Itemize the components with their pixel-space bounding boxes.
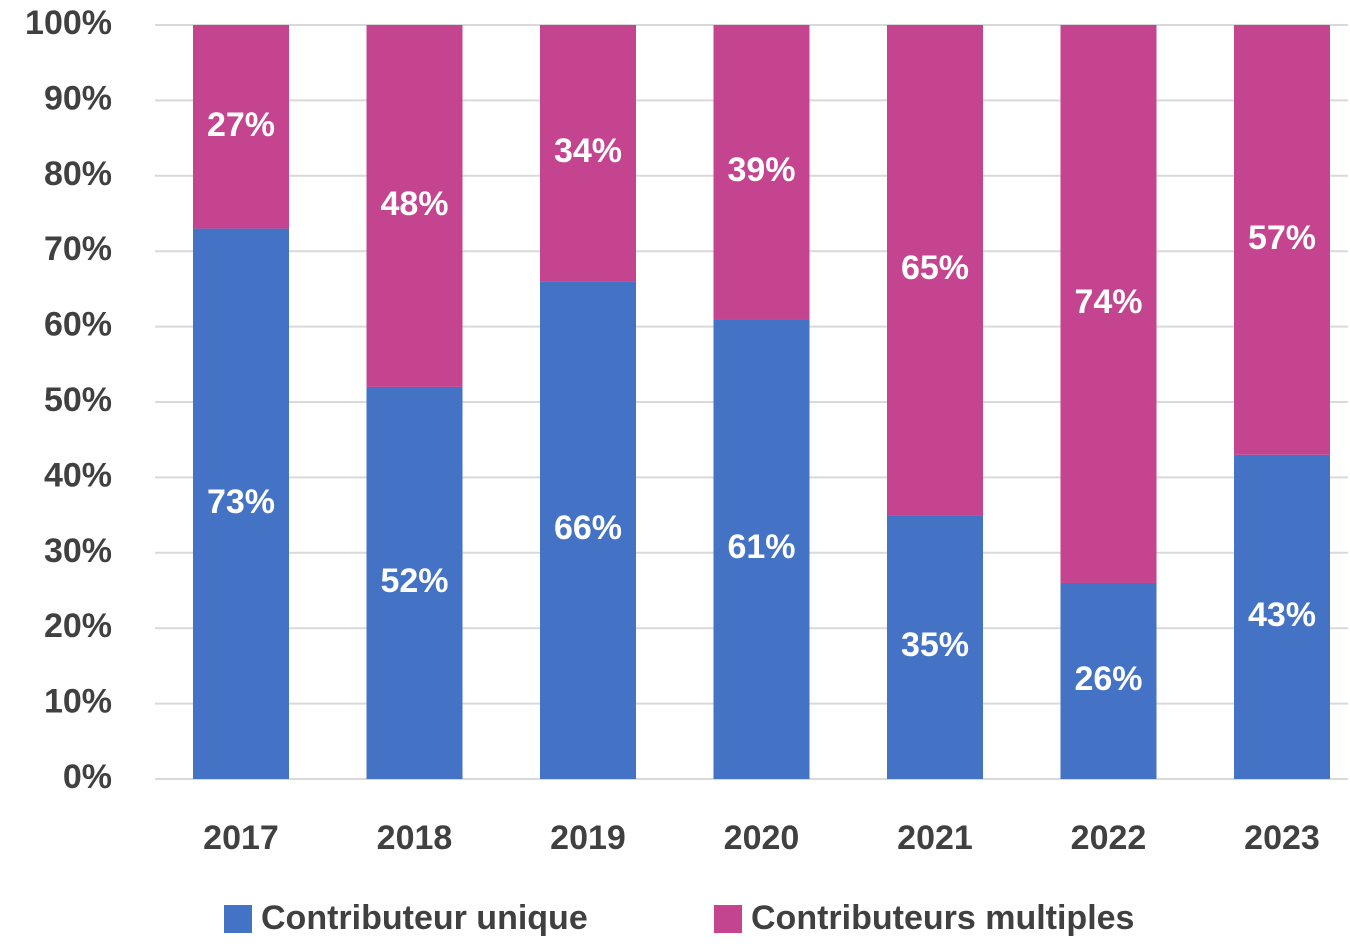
- legend-swatch: [224, 905, 252, 933]
- bar-segment: [1234, 25, 1330, 455]
- bar-segment: [1060, 25, 1157, 583]
- data-label: 52%: [380, 562, 448, 600]
- data-label: 61%: [727, 528, 795, 566]
- data-label: 66%: [554, 509, 622, 547]
- y-tick-label: 40%: [44, 456, 112, 494]
- x-tick-label: 2020: [724, 819, 800, 857]
- data-label: 34%: [554, 132, 622, 170]
- y-tick-label: 60%: [44, 306, 112, 344]
- legend-swatch: [714, 905, 742, 933]
- bar-segment: [193, 25, 289, 229]
- x-tick-label: 2018: [377, 819, 453, 857]
- y-tick-label: 30%: [44, 532, 112, 570]
- bar-segment: [1060, 582, 1157, 779]
- data-label: 65%: [901, 249, 969, 287]
- bar-segment: [540, 281, 636, 779]
- x-tick-label: 2021: [897, 819, 973, 857]
- x-tick-label: 2017: [203, 819, 279, 857]
- y-tick-label: 70%: [44, 230, 112, 268]
- data-label: 57%: [1248, 219, 1316, 257]
- y-tick-label: 10%: [44, 683, 112, 721]
- x-tick-label: 2019: [550, 819, 626, 857]
- data-label: 39%: [727, 151, 795, 189]
- y-tick-label: 90%: [44, 79, 112, 117]
- data-label: 26%: [1074, 660, 1142, 698]
- x-tick-label: 2023: [1244, 819, 1320, 857]
- bar-segment: [540, 25, 636, 282]
- y-tick-label: 20%: [44, 607, 112, 645]
- data-label: 48%: [380, 185, 448, 223]
- data-label: 27%: [207, 106, 275, 144]
- bar-segment: [713, 319, 810, 779]
- bar-segment: [366, 25, 463, 387]
- y-tick-label: 0%: [63, 758, 112, 796]
- y-tick-label: 100%: [25, 4, 112, 42]
- data-label: 73%: [207, 483, 275, 521]
- data-label: 43%: [1248, 596, 1316, 634]
- bar-segment: [1234, 454, 1330, 779]
- y-tick-label: 80%: [44, 155, 112, 193]
- bar-segment: [887, 25, 983, 516]
- x-tick-label: 2022: [1071, 819, 1147, 857]
- legend-label: Contributeur unique: [261, 899, 588, 937]
- bar-segment: [366, 386, 463, 779]
- data-label: 35%: [901, 626, 969, 664]
- bar-segment: [193, 228, 289, 779]
- data-label: 74%: [1074, 283, 1142, 321]
- bar-segment: [713, 25, 810, 320]
- y-tick-label: 50%: [44, 381, 112, 419]
- bar-segment: [887, 515, 983, 779]
- legend-label: Contributeurs multiples: [751, 899, 1134, 937]
